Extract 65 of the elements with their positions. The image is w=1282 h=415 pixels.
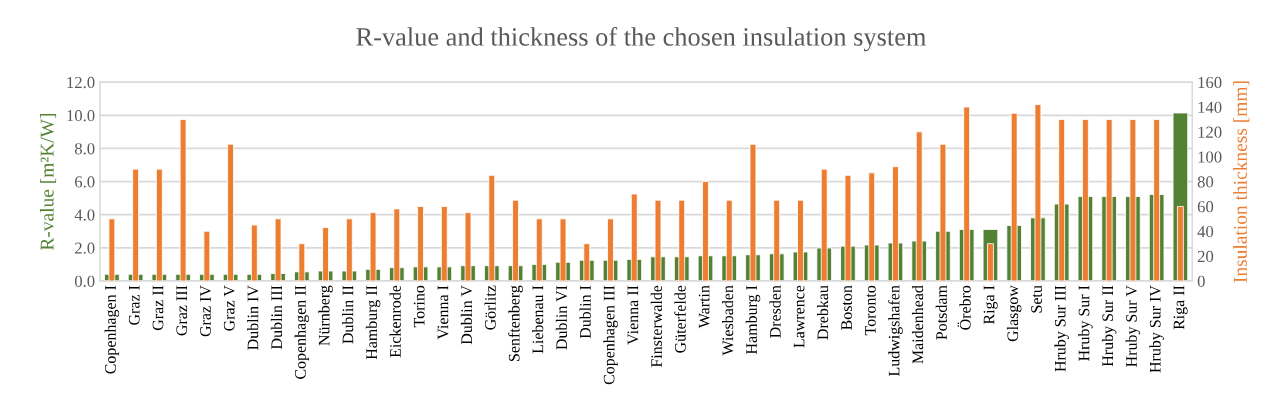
x-tick-label: Hruby Sur V <box>1125 285 1141 367</box>
x-tick-label: Dresden <box>769 285 781 338</box>
y-tick-label: 4.0 <box>74 209 95 221</box>
x-tick-label: Torino <box>413 285 425 328</box>
x-tick-label: Dublin II <box>342 285 354 344</box>
y-tick-label: 2.0 <box>75 242 95 254</box>
y2-tick-label: 120 <box>1198 126 1222 138</box>
x-tick-label: Potsdam <box>935 285 947 340</box>
x-tick-label: Vienna I <box>437 285 449 340</box>
x-tick-label: Maidenhead <box>911 285 924 364</box>
x-tick-label: Riga I <box>983 285 998 325</box>
y2-tick-label: 60 <box>1197 201 1214 213</box>
x-tick-label: Wartin <box>698 285 710 329</box>
x-tick-label: Hamburg II <box>365 285 381 360</box>
x-tick-label: Hruby Sur III <box>1054 285 1069 372</box>
x-tick-label: Copenhagen III <box>603 285 618 385</box>
x-tick-label: Dublin I <box>579 285 591 339</box>
x-tick-label: Hruby Sur IV <box>1149 285 1164 373</box>
x-tick-label: Ludwigshafen <box>888 285 903 377</box>
y2-tick-label: 20 <box>1197 250 1214 263</box>
x-tick-label: Graz I <box>128 285 140 325</box>
x-tick-label: Boston <box>841 285 852 330</box>
x-tick-label: Copenhagen I <box>104 285 120 374</box>
x-tick-label: Drebkau <box>816 285 829 340</box>
y2-tick-label: 100 <box>1198 151 1222 163</box>
x-tick-label: Senftenberg <box>508 285 523 361</box>
y-tick-label: 0.0 <box>74 275 95 287</box>
y-axis-title: R-value [m²K/W] <box>40 113 57 251</box>
x-tick-label: Riga II <box>1173 285 1188 330</box>
y2-tick-label: 140 <box>1198 101 1222 113</box>
x-tick-label: Graz II <box>152 285 164 331</box>
y-tick-label: 8.0 <box>74 143 95 155</box>
y2-tick-label: 40 <box>1197 225 1214 238</box>
x-tick-label: Görlitz <box>484 285 496 330</box>
x-tick-label: Toronto <box>865 285 876 336</box>
x-tick-label: Glasgow <box>1006 285 1022 342</box>
y-tick-label: 10.0 <box>67 110 95 122</box>
y2-tick-label: 160 <box>1198 76 1222 89</box>
x-tick-label: Nürnberg <box>318 285 333 346</box>
x-tick-label: Dublin VI <box>555 285 568 350</box>
x-tick-label: Finsterwalde <box>650 285 662 368</box>
x-tick-label: Dublin III <box>270 285 283 349</box>
x-tick-label: Hruby Sur I <box>1078 285 1093 361</box>
y-tick-label: 12.0 <box>67 76 95 89</box>
x-tick-label: Örebro <box>957 285 971 330</box>
x-tick-label: Wiesbaden <box>721 285 734 356</box>
x-tick-label: Hruby Sur II <box>1101 285 1117 367</box>
x-tick-label: Liebenau I <box>532 285 544 354</box>
y2-axis-title: Insulation thickness [mm] <box>1233 81 1250 283</box>
x-tick-label: Graz IV <box>200 285 211 337</box>
x-tick-label: Graz III <box>176 285 188 336</box>
y-tick-label: 6.0 <box>75 176 95 188</box>
x-tick-label: Dublin V <box>460 285 473 345</box>
x-tick-label: Setu <box>1031 285 1042 313</box>
x-tick-label: Copenhagen II <box>294 285 310 379</box>
y2-tick-label: 0 <box>1197 275 1205 287</box>
x-tick-label: Eickenrode <box>389 285 401 358</box>
x-tick-label: Graz V <box>223 285 235 331</box>
chart-title: R-value and thickness of the chosen insulation system <box>356 26 927 52</box>
x-tick-label: Güterfelde <box>674 285 686 353</box>
y2-tick-label: 80 <box>1197 176 1214 188</box>
x-tick-label: Lawrence <box>793 285 805 348</box>
x-tick-label: Dublin IV <box>247 285 259 350</box>
x-tick-label: Vienna II <box>627 285 639 345</box>
x-tick-label: Hamburg I <box>745 285 761 355</box>
